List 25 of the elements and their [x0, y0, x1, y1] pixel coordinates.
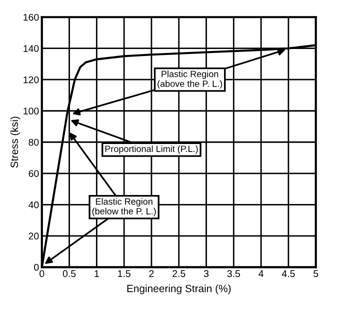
y-tick-label: 40: [28, 201, 39, 208]
x-tick-label: 2: [149, 270, 154, 277]
x-tick-label: 4: [258, 270, 264, 277]
y-tick-label: 100: [24, 108, 39, 114]
y-tick-label: 80: [28, 138, 39, 146]
annotation: Elastic Region (below the P. L.): [92, 198, 156, 216]
x-tick-label: 1.5: [118, 270, 130, 278]
y-tick-label: 60: [28, 170, 39, 177]
y-tick-label: 160: [24, 14, 39, 21]
x-tick-label: 5: [314, 270, 318, 278]
y-axis-title: Stress (ksi): [10, 116, 20, 168]
x-tick-label: 2.5: [172, 270, 186, 278]
x-axis-title: Engineering Strain (%): [127, 284, 231, 294]
y-tick-label: 0: [34, 264, 39, 271]
x-tick-label: 3.5: [227, 270, 240, 278]
y-tick-label: 20: [28, 232, 39, 240]
x-tick-label: 0.5: [62, 270, 76, 278]
annotation: Proportional Limit (P.L.): [105, 145, 198, 154]
x-tick-label: 4.5: [282, 270, 295, 278]
x-tick-label: 3: [204, 270, 209, 278]
y-tick-label: 140: [24, 45, 39, 52]
x-tick-label: 0: [40, 270, 44, 278]
y-tick-label: 120: [24, 76, 39, 84]
x-tick-label: 1: [94, 270, 99, 277]
annotation: Plastic Region (above the P. L.): [158, 70, 222, 89]
